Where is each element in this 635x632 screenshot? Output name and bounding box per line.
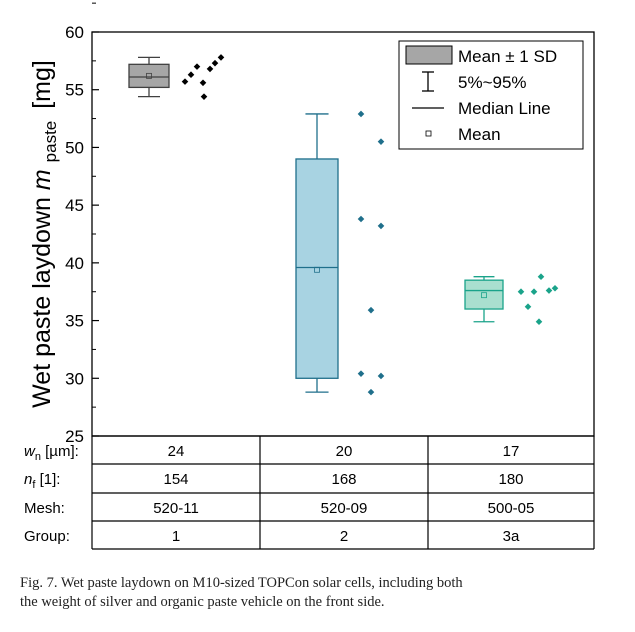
data-point	[206, 65, 214, 73]
box-plot-chart: 25 30 35 40 45 50 55 60 Wet paste laydown m pas…	[24, 2, 595, 550]
y-tick-label: 25	[65, 427, 84, 446]
y-tick-label: 40	[65, 254, 84, 273]
y-axis-label-symbol: m	[28, 169, 56, 190]
mean-marker	[481, 292, 487, 299]
y-tick-label: 55	[65, 81, 84, 100]
data-point	[377, 372, 385, 380]
legend-sd-swatch	[405, 45, 453, 65]
table-row-label: wn [µm]:	[24, 443, 79, 463]
y-tick-label: 30	[65, 369, 84, 388]
legend-whisker-label: 5%~95%	[458, 73, 527, 92]
legend-mean-label: Mean	[458, 125, 501, 144]
data-point	[377, 222, 385, 230]
data-point	[530, 288, 538, 296]
table-cell: 17	[503, 443, 520, 460]
legend: Mean ± 1 SD 5%~95% Median Line Mean	[398, 40, 584, 150]
box-group-3	[464, 273, 559, 326]
table-cell: 168	[331, 471, 356, 488]
y-axis-label-text: Wet paste laydown	[28, 197, 56, 408]
data-point	[181, 78, 189, 85]
data-point	[357, 370, 365, 377]
data-point	[377, 138, 385, 145]
data-point	[551, 284, 559, 292]
data-point	[211, 59, 219, 67]
sd-box	[128, 63, 170, 89]
y-tick-label: 50	[65, 138, 84, 157]
mean-marker	[314, 266, 320, 273]
row-label-symbol: Mesh:	[24, 500, 65, 517]
table-row-label: nf [1]:	[24, 471, 60, 491]
data-point	[517, 288, 525, 296]
data-point	[200, 93, 208, 100]
row-label-unit: [1]:	[35, 471, 60, 488]
sd-box	[464, 279, 504, 310]
data-point	[545, 287, 553, 294]
y-tick-label: 35	[65, 312, 84, 331]
data-point	[367, 388, 375, 396]
table-cell: 24	[168, 443, 185, 460]
y-axis: 25 30 35 40 45 50 55 60	[65, 2, 99, 446]
data-point	[367, 306, 375, 314]
mean-marker	[146, 72, 152, 79]
data-point	[217, 54, 225, 61]
row-label-unit: [µm]:	[41, 443, 79, 460]
data-point	[524, 303, 532, 311]
data-point	[357, 215, 365, 223]
y-tick-label: 45	[65, 196, 84, 215]
data-point	[199, 79, 207, 87]
data-point	[357, 110, 365, 118]
table-row-label: Mesh:	[24, 500, 65, 517]
table-row-label: Group:	[24, 528, 70, 545]
caption-line-2: the weight of silver and organic paste v…	[20, 594, 385, 610]
table-cell: 3a	[503, 528, 520, 545]
box-group-1	[128, 54, 225, 100]
data-point	[535, 318, 543, 326]
row-label-symbol: w	[24, 443, 36, 460]
legend-median-label: Median Line	[458, 99, 551, 118]
figure-caption: Fig. 7. Wet paste laydown on M10-sized T…	[20, 574, 620, 612]
table-cell: 180	[498, 471, 523, 488]
table-cell: 1	[172, 528, 180, 545]
y-tick-label: 60	[65, 23, 84, 42]
y-axis-label-unit: [mg]	[28, 60, 56, 109]
table-cell: 520-11	[153, 500, 199, 517]
table-cell: 154	[163, 471, 188, 488]
legend-mean-symbol	[425, 130, 432, 137]
box-series	[128, 54, 559, 396]
sd-box	[295, 158, 339, 379]
row-label-symbol: Group:	[24, 528, 70, 545]
table-cell: 500-05	[488, 500, 535, 517]
table-cell: 520-09	[321, 500, 368, 517]
y-axis-label: Wet paste laydown m paste [mg]	[28, 60, 62, 408]
row-label-subscript: f	[32, 479, 36, 491]
table-cell: 2	[340, 528, 348, 545]
row-label-symbol: n	[24, 471, 32, 488]
data-point	[187, 71, 195, 79]
table-cell: 20	[336, 443, 353, 460]
y-axis-label-subscript: paste	[41, 121, 60, 163]
row-label-subscript: n	[35, 451, 41, 463]
box-group-2	[295, 110, 385, 396]
data-point	[537, 273, 545, 281]
data-point	[193, 63, 201, 70]
legend-whisker-symbol	[422, 71, 434, 92]
caption-line-1: Fig. 7. Wet paste laydown on M10-sized T…	[20, 575, 463, 591]
legend-sd-label: Mean ± 1 SD	[458, 47, 557, 66]
